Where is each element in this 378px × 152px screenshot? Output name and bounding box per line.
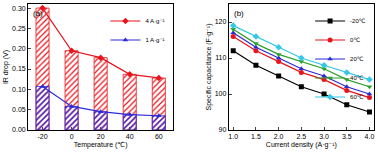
svg-text:0.15: 0.15 <box>12 65 26 72</box>
svg-text:1.5: 1.5 <box>251 133 261 140</box>
svg-text:60℃: 60℃ <box>350 94 364 100</box>
svg-text:Specific capacitance (F·g⁻¹): Specific capacitance (F·g⁻¹) <box>205 24 213 111</box>
svg-text:60: 60 <box>155 133 163 140</box>
svg-text:1 A·g⁻¹: 1 A·g⁻¹ <box>145 37 164 43</box>
svg-text:0: 0 <box>70 133 74 140</box>
svg-text:110: 110 <box>215 54 226 61</box>
svg-text:3.5: 3.5 <box>342 133 352 140</box>
svg-text:2.5: 2.5 <box>296 133 306 140</box>
svg-text:4.0: 4.0 <box>365 133 375 140</box>
svg-text:(b): (b) <box>234 9 244 18</box>
svg-text:Current density (A·g⁻¹): Current density (A·g⁻¹) <box>266 141 337 149</box>
svg-text:0.20: 0.20 <box>12 45 26 52</box>
svg-text:100: 100 <box>215 90 227 97</box>
svg-text:(a): (a) <box>33 9 43 18</box>
svg-text:20℃: 20℃ <box>350 56 364 62</box>
svg-text:0.10: 0.10 <box>12 86 26 93</box>
svg-text:20: 20 <box>97 133 105 140</box>
svg-text:-20: -20 <box>37 133 47 140</box>
svg-text:2.0: 2.0 <box>274 133 284 140</box>
svg-text:Temperature (℃): Temperature (℃) <box>74 141 128 149</box>
svg-text:4 A·g⁻¹: 4 A·g⁻¹ <box>145 18 164 24</box>
svg-text:0.00: 0.00 <box>12 126 26 133</box>
svg-text:3.0: 3.0 <box>319 133 329 140</box>
svg-text:0.05: 0.05 <box>12 106 26 113</box>
svg-text:1.0: 1.0 <box>228 133 238 140</box>
svg-text:-20℃: -20℃ <box>350 18 366 24</box>
svg-text:90: 90 <box>219 126 227 133</box>
svg-text:IR drop (V): IR drop (V) <box>2 50 10 84</box>
svg-text:0.25: 0.25 <box>12 25 26 32</box>
svg-text:120: 120 <box>215 18 227 25</box>
svg-text:0.30: 0.30 <box>12 5 26 12</box>
svg-text:0℃: 0℃ <box>350 37 360 43</box>
svg-text:40: 40 <box>126 133 134 140</box>
svg-text:40℃: 40℃ <box>350 75 364 81</box>
